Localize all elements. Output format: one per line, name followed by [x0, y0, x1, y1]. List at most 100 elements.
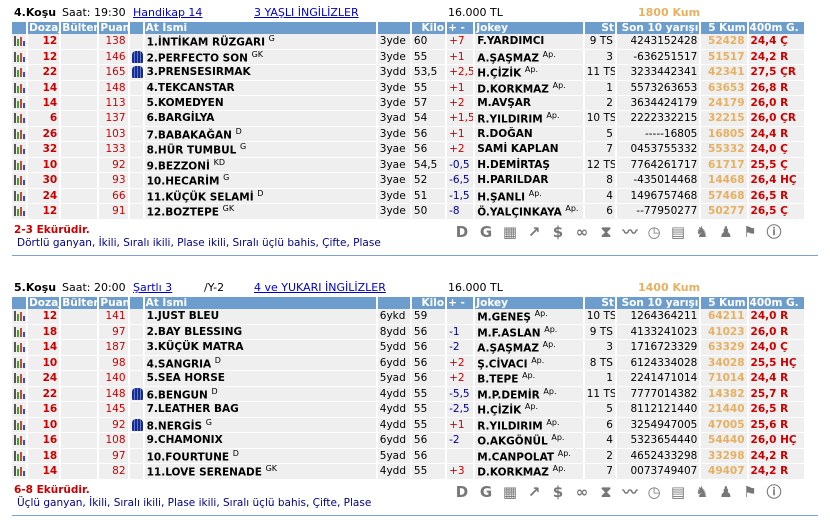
- jockey-name[interactable]: H.PARILDAR: [477, 174, 549, 187]
- column-header[interactable]: [376, 22, 412, 34]
- checkered-flag-icon[interactable]: ⚑: [743, 482, 757, 501]
- jockey-cell[interactable]: F.YARDIMCI: [474, 34, 585, 50]
- jockey-cell[interactable]: M.GENEŞ Ap.: [474, 309, 585, 325]
- bar-chart-icon[interactable]: [14, 450, 25, 461]
- race-class[interactable]: Şartlı 3: [133, 281, 173, 294]
- jockey-cell[interactable]: M.F.ASLAN Ap.: [474, 324, 585, 340]
- column-header[interactable]: Puan: [98, 22, 130, 34]
- horse-name-cell[interactable]: 7.BABAKAĞAN D: [143, 126, 378, 142]
- bar-chart-icon[interactable]: [14, 311, 25, 322]
- bar-chart-icon[interactable]: [14, 206, 25, 217]
- hourglass-icon[interactable]: ⧗: [600, 482, 612, 501]
- column-header[interactable]: 5 Kum: [700, 22, 749, 34]
- race-class-link[interactable]: Şartlı 3: [133, 281, 172, 294]
- info-icon[interactable]: ⓘ: [766, 483, 782, 501]
- horse-name-cell[interactable]: 9.BEZZONİ KD: [143, 157, 378, 173]
- column-header[interactable]: Kilo: [410, 297, 448, 309]
- column-header[interactable]: Bülten: [60, 22, 100, 34]
- calculator-icon[interactable]: ▤: [670, 482, 686, 501]
- horse-name[interactable]: 7.LEATHER BAG: [146, 403, 239, 416]
- column-header[interactable]: [12, 297, 29, 309]
- race-class[interactable]: Handikap 14: [133, 6, 203, 19]
- horse-name-cell[interactable]: 3.KÜÇÜK MATRA: [143, 339, 378, 356]
- horse-name-cell[interactable]: 2.PERFECTO SON GK: [143, 49, 378, 65]
- column-header[interactable]: Bülten: [60, 297, 100, 309]
- jockey-name[interactable]: D.KORKMAZ: [477, 466, 549, 479]
- column-header[interactable]: [376, 297, 412, 309]
- g-icon[interactable]: G: [479, 222, 493, 241]
- bar-chart-icon[interactable]: [14, 144, 25, 155]
- bar-chart-icon[interactable]: [14, 113, 25, 124]
- horse-name[interactable]: 5.SEA HORSE: [146, 372, 225, 385]
- info-icon[interactable]: ⓘ: [766, 223, 782, 241]
- jockey-name[interactable]: D.KORKMAZ: [477, 83, 549, 95]
- horse-name-cell[interactable]: 5.SEA HORSE: [143, 370, 378, 387]
- bar-chart-icon[interactable]: [14, 36, 25, 47]
- binoculars-icon[interactable]: ∞: [575, 482, 589, 501]
- jockey-name[interactable]: R.YILDIRIM: [477, 113, 543, 126]
- bar-chart-icon[interactable]: [14, 159, 25, 170]
- column-header[interactable]: Dozaj: [27, 297, 62, 309]
- horse-name-cell[interactable]: 6.BARGİLYA: [143, 110, 378, 127]
- column-header[interactable]: Puan: [98, 297, 130, 309]
- calculator-hourglass-icon[interactable]: ▦: [502, 222, 518, 241]
- bar-chart-icon[interactable]: [14, 128, 25, 139]
- bar-chart-icon[interactable]: [14, 373, 25, 384]
- horse-name-cell[interactable]: 12.BOZTEPE GK: [143, 203, 378, 220]
- bar-chart-icon[interactable]: [14, 190, 25, 201]
- horse-name-cell[interactable]: 6.BENGUN D: [143, 386, 378, 402]
- column-header[interactable]: Jokey: [474, 297, 585, 309]
- stats-cell[interactable]: [12, 80, 29, 96]
- stats-cell[interactable]: [12, 401, 29, 418]
- stats-cell[interactable]: [12, 95, 29, 111]
- jockey-cell[interactable]: A.ŞAŞMAZ Ap.: [474, 49, 585, 65]
- stopwatch-icon[interactable]: ◷: [647, 482, 661, 501]
- horse-name-cell[interactable]: 7.LEATHER BAG: [143, 401, 378, 418]
- jockey-cell[interactable]: H.ŞANLI Ap.: [474, 188, 585, 204]
- horse-name[interactable]: 4.SANGRIA: [146, 358, 212, 370]
- stats-cell[interactable]: [12, 157, 29, 173]
- jockey-cell[interactable]: O.AKGÖNÜL Ap.: [474, 432, 585, 449]
- stats-cell[interactable]: [12, 386, 29, 402]
- jockey-cell[interactable]: R.DOĞAN: [474, 126, 585, 142]
- horse-name-cell[interactable]: 5.KOMEDYEN: [143, 95, 378, 111]
- jockey-cell[interactable]: H.ÇİZİK Ap.: [474, 401, 585, 418]
- bar-chart-icon[interactable]: [14, 419, 25, 430]
- jockey-cell[interactable]: M.AVŞAR: [474, 95, 585, 111]
- stats-cell[interactable]: [12, 203, 29, 220]
- jockey-cell[interactable]: H.DEMİRTAŞ: [474, 157, 585, 173]
- horse-name-cell[interactable]: 1.JUST BLEU: [143, 309, 378, 325]
- line-chart-icon[interactable]: 〰: [622, 483, 638, 501]
- race-group-link[interactable]: 3 YAŞLI İNGİLİZLER: [254, 6, 359, 19]
- horse-name[interactable]: 1.JUST BLEU: [146, 310, 220, 323]
- race-class-link[interactable]: Handikap 14: [133, 6, 202, 19]
- column-header[interactable]: 400m G.: [747, 297, 806, 309]
- dollar-icon[interactable]: $: [552, 222, 564, 241]
- horse-name-cell[interactable]: 10.FOURTUNE D: [143, 448, 378, 464]
- horse-name-cell[interactable]: 9.CHAMONIX: [143, 432, 378, 449]
- horse-name[interactable]: 9.BEZZONİ: [146, 160, 210, 172]
- stats-cell[interactable]: [12, 141, 29, 158]
- jockey-name[interactable]: SAMİ KAPLAN: [477, 143, 559, 156]
- horse-name-cell[interactable]: 11.KÜÇÜK SELAMİ D: [143, 188, 378, 204]
- horse-name[interactable]: 6.BENGUN: [146, 389, 208, 401]
- stats-cell[interactable]: [12, 432, 29, 449]
- stats-cell[interactable]: [12, 463, 29, 480]
- checkered-flag-icon[interactable]: ⚑: [743, 222, 757, 241]
- d-icon[interactable]: D: [455, 222, 469, 241]
- column-header[interactable]: [12, 22, 29, 34]
- horse-head-icon[interactable]: ♞: [695, 222, 709, 241]
- column-header[interactable]: [128, 22, 145, 34]
- horse-head-icon[interactable]: ♞: [695, 482, 709, 501]
- stats-cell[interactable]: [12, 172, 29, 189]
- binoculars-icon[interactable]: ∞: [575, 222, 589, 241]
- horse-name-cell[interactable]: 1.İNTİKAM RÜZGARI G: [143, 34, 378, 50]
- column-header[interactable]: [128, 297, 145, 309]
- stats-cell[interactable]: [12, 126, 29, 142]
- horse-name-cell[interactable]: 8.HÜR TUMBUL G: [143, 141, 378, 158]
- jockey-name[interactable]: M.GENEŞ: [477, 311, 531, 324]
- jockey-name[interactable]: F.YARDIMCI: [477, 35, 545, 48]
- jockey-cell[interactable]: SAMİ KAPLAN: [474, 141, 585, 158]
- stats-cell[interactable]: [12, 49, 29, 65]
- bar-chart-icon[interactable]: [14, 466, 25, 477]
